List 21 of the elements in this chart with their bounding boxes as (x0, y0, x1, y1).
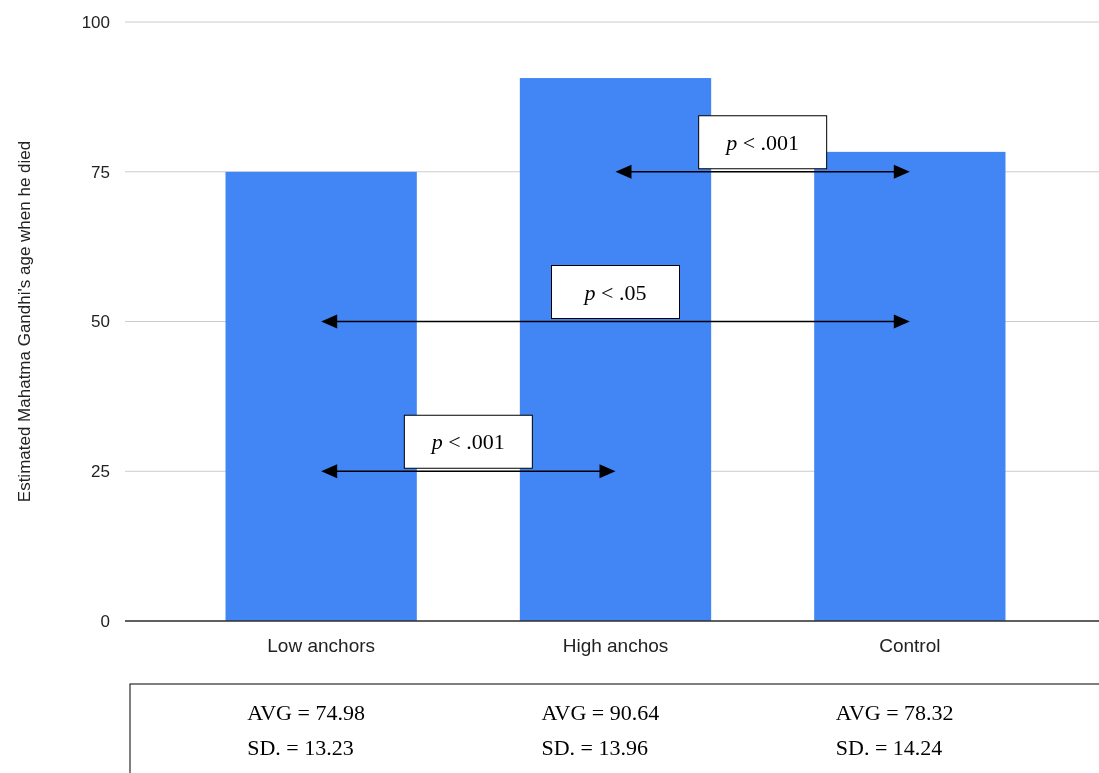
text: SD. = 13.96 (541, 735, 649, 760)
bar (225, 171, 417, 621)
annotation: p < .05 (582, 279, 647, 305)
text: SD. = 14.24 (835, 735, 943, 760)
x-tick-label: Low anchors (267, 635, 376, 656)
data-label: AVG = 78.32 (835, 700, 954, 725)
x-tick-label: Control (879, 635, 941, 656)
annotation: p < .001 (429, 429, 505, 455)
data-label: AVG = 90.64 (541, 700, 660, 725)
x-tick-label: High anchos (562, 635, 669, 656)
y-tick-label: 25 (91, 462, 110, 482)
annotation: p < .001 (724, 129, 800, 155)
y-axis-title: Estimated Mahatma Gandhi's age when he died (15, 140, 34, 503)
y-tick-label: 100 (81, 12, 110, 32)
y-tick-label: 50 (91, 312, 110, 332)
y-tick-label: 75 (91, 162, 110, 182)
bar (814, 151, 1006, 621)
y-tick-label: 0 (100, 611, 110, 631)
bar (519, 78, 712, 621)
text: SD. = 13.23 (247, 735, 354, 760)
data-label: AVG = 74.98 (247, 700, 365, 725)
